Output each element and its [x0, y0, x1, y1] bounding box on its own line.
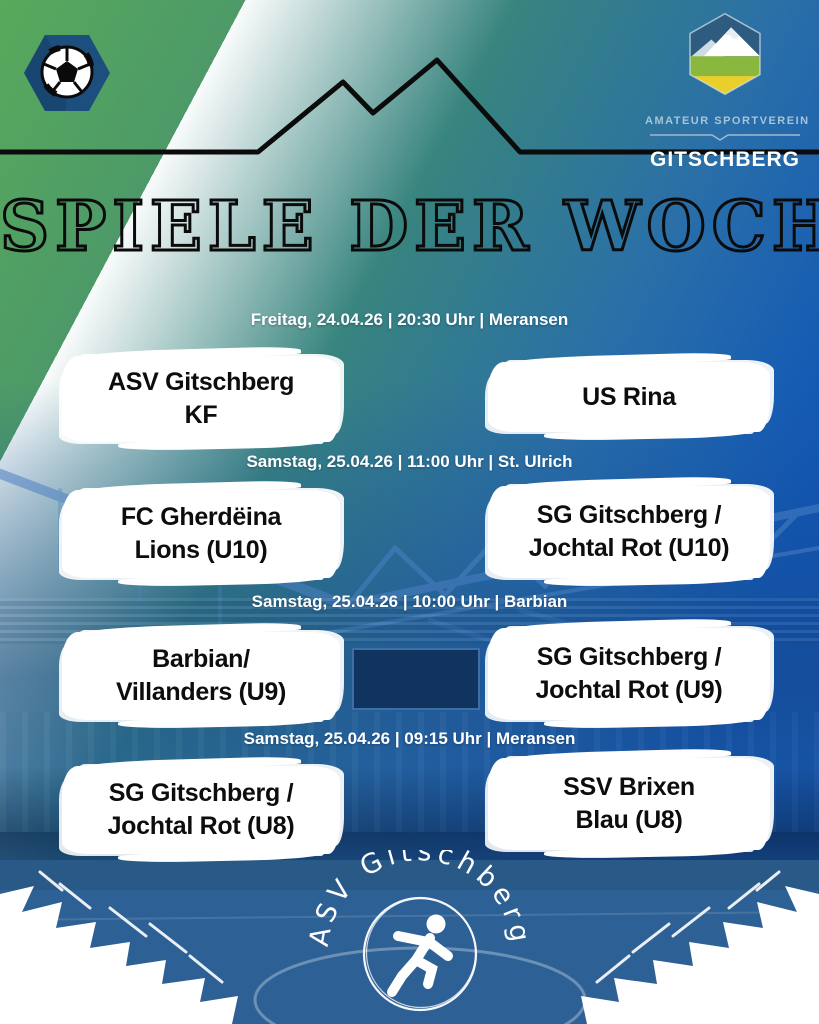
brush-stroke-corner	[0, 870, 238, 1024]
mountain-crest-hexagon-icon	[689, 12, 761, 96]
crest-title: GITSCHBERG	[649, 148, 800, 171]
crest-subtitle: AMATEUR SPORTVEREIN	[645, 115, 810, 127]
away-team-box: US Rina	[488, 362, 770, 432]
away-team-box: SSV Brixen Blau (U8)	[488, 758, 770, 850]
home-team-box: Barbian/ Villanders (U9)	[62, 632, 340, 720]
away-team-name: SSV Brixen Blau (U8)	[563, 773, 695, 834]
match-schedule: Freitag, 24.04.26 | 20:30 Uhr | Meransen	[250, 310, 569, 329]
footer-club-name: ASV Gitschberg	[304, 850, 531, 949]
mountain-ridge-outline	[0, 57, 819, 155]
page-title: SPIELE DER WOCHE	[0, 187, 819, 267]
running-player-icon	[387, 914, 453, 997]
away-team-box: SG Gitschberg / Jochtal Rot (U10)	[488, 486, 770, 578]
home-team-name: FC Gherdëina Lions (U10)	[120, 503, 282, 564]
footer-club-logo: ASV Gitschberg	[304, 850, 536, 1012]
home-team-box: FC Gherdëina Lions (U10)	[62, 490, 340, 578]
club-crest: AMATEUR SPORTVEREIN GITSCHBERG	[645, 12, 810, 172]
crest-divider	[650, 134, 800, 141]
match-schedule: Samstag, 25.04.26 | 10:00 Uhr | Barbian	[251, 592, 568, 611]
home-team-box: SG Gitschberg / Jochtal Rot (U8)	[62, 766, 340, 854]
home-team-name: SG Gitschberg / Jochtal Rot (U8)	[107, 779, 295, 840]
home-team-box: ASV Gitschberg KF	[62, 356, 340, 442]
away-team-box: SG Gitschberg / Jochtal Rot (U9)	[488, 628, 770, 720]
svg-text:ASV Gitschberg: ASV Gitschberg	[304, 850, 536, 949]
stadium-scoreboard	[352, 648, 480, 710]
away-team-name: SG Gitschberg / Jochtal Rot (U9)	[535, 643, 723, 704]
match-schedule: Samstag, 25.04.26 | 11:00 Uhr | St. Ulri…	[246, 452, 573, 471]
home-team-name: ASV Gitschberg KF	[107, 368, 295, 429]
away-team-name: US Rina	[582, 382, 676, 411]
brush-stroke-corner	[581, 870, 819, 1024]
soccer-ball-hexagon-icon	[24, 35, 110, 111]
away-team-name: SG Gitschberg / Jochtal Rot (U10)	[528, 501, 730, 562]
match-schedule: Samstag, 25.04.26 | 09:15 Uhr | Meransen	[243, 729, 576, 748]
home-team-name: Barbian/ Villanders (U9)	[115, 645, 287, 706]
